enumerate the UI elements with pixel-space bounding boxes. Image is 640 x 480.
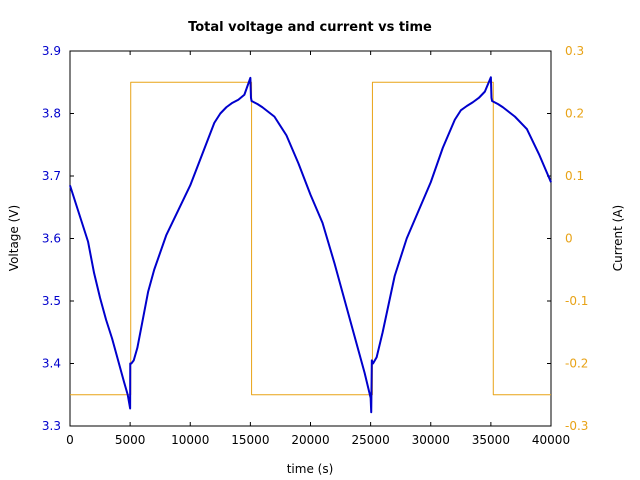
y-tick-label: 3.8 (42, 107, 61, 121)
voltage-series-line (69, 76, 552, 414)
x-tick-label: 0 (66, 433, 74, 447)
x-tick-label: 25000 (352, 433, 390, 447)
y2-tick-label: 0 (565, 232, 573, 246)
y-tick-label: 3.6 (42, 232, 61, 246)
chart-title: Total voltage and current vs time (188, 20, 432, 35)
y2-tick-label: 0.1 (565, 169, 584, 183)
y-axis-label: Voltage (V) (7, 205, 21, 271)
x-tick-label: 35000 (472, 433, 510, 447)
y-tick-label: 3.7 (42, 169, 61, 183)
y-tick-label: 3.3 (42, 419, 61, 433)
y-tick-label: 3.4 (42, 357, 61, 371)
current-series-line (70, 81, 551, 396)
x-tick-label: 15000 (231, 433, 269, 447)
y-tick-label: 3.5 (42, 294, 61, 308)
x-tick-label: 30000 (412, 433, 450, 447)
x-tick-label: 10000 (171, 433, 209, 447)
plot-frame (69, 50, 552, 427)
y-tick-label: 3.9 (42, 44, 61, 58)
x-tick-label: 40000 (532, 433, 570, 447)
x-tick-label: 5000 (115, 433, 146, 447)
x-axis-label: time (s) (287, 462, 334, 476)
y2-tick-label: 0.3 (565, 44, 584, 58)
y2-axis-label: Current (A) (611, 205, 625, 271)
y2-tick-label: -0.1 (565, 294, 588, 308)
x-tick-label: 20000 (291, 433, 329, 447)
y2-tick-label: 0.2 (565, 107, 584, 121)
y2-tick-label: -0.2 (565, 357, 588, 371)
y2-tick-label: -0.3 (565, 419, 588, 433)
